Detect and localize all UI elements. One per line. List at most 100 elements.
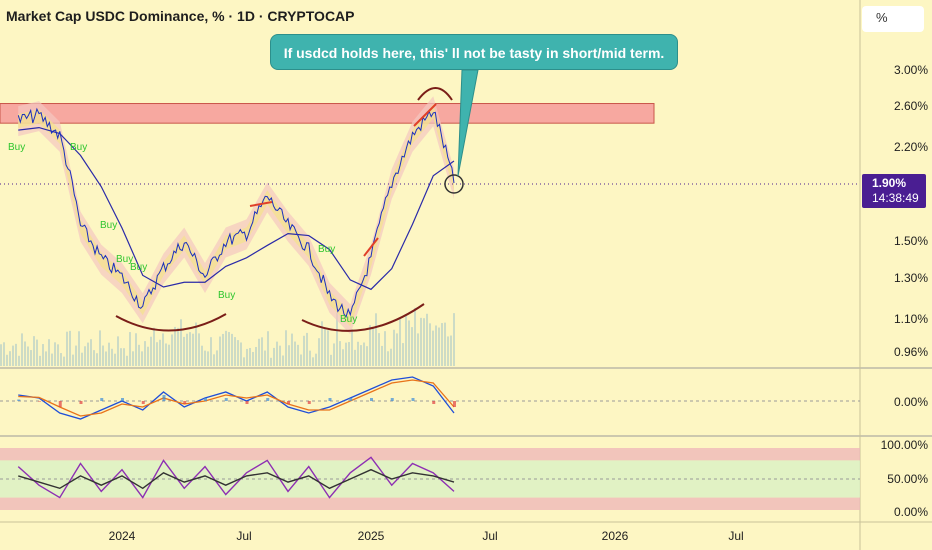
- volume-bar: [435, 325, 437, 366]
- volume-bar: [159, 339, 161, 366]
- volume-bar: [24, 341, 26, 366]
- volume-bar: [132, 351, 134, 366]
- volume-bar: [99, 330, 101, 366]
- volume-bar: [186, 333, 188, 366]
- volume-bar: [150, 336, 152, 366]
- volume-bar: [12, 345, 14, 366]
- volume-bar: [237, 340, 239, 366]
- buy-signal-label: Buy: [116, 254, 133, 265]
- y-tick-label: 0.96%: [893, 345, 928, 359]
- volume-bar: [324, 327, 326, 366]
- buy-signal-label: Buy: [318, 244, 335, 255]
- volume-bar: [396, 333, 398, 366]
- volume-bar: [231, 333, 233, 366]
- volume-bar: [6, 354, 8, 366]
- histogram-bar: [38, 401, 41, 402]
- volume-bar: [390, 348, 392, 366]
- volume-bar: [342, 349, 344, 366]
- volume-bar: [426, 313, 428, 366]
- volume-bar: [246, 348, 248, 366]
- histogram-bar: [58, 401, 62, 407]
- volume-bar: [192, 333, 194, 366]
- volume-bar: [33, 336, 35, 366]
- volume-bar: [303, 335, 305, 366]
- volume-bar: [81, 352, 83, 366]
- buy-signal-label: Buy: [8, 142, 25, 153]
- volume-bar: [330, 354, 332, 366]
- volume-bar: [180, 319, 182, 366]
- x-tick-label: Jul: [482, 529, 498, 543]
- volume-bar: [276, 341, 278, 366]
- volume-bar: [285, 330, 287, 366]
- volume-bar: [444, 322, 446, 366]
- histogram-bar: [390, 398, 394, 401]
- volume-bar: [198, 333, 200, 366]
- volume-bar: [30, 350, 32, 366]
- stochastic-line-1: [17, 456, 455, 499]
- current-price-value: 1.90%: [872, 176, 907, 190]
- trend-segment: [249, 201, 273, 207]
- volume-bar: [108, 342, 110, 366]
- volume-bar: [216, 350, 218, 366]
- histogram-bar: [287, 401, 290, 404]
- volume-bar: [441, 323, 443, 366]
- volume-bar: [153, 327, 155, 366]
- volume-bar: [15, 343, 17, 366]
- histogram-bar: [183, 401, 187, 404]
- buy-signal-label: Buy: [100, 220, 117, 231]
- y-tick-label: 1.30%: [893, 271, 928, 285]
- trend-segment: [363, 237, 379, 257]
- volume-bar: [327, 330, 329, 366]
- volume-bar: [345, 342, 347, 366]
- rounded-bottom-arc: [301, 303, 425, 332]
- volume-bar: [162, 333, 164, 366]
- volume-bar: [225, 330, 227, 366]
- volume-bar: [222, 333, 224, 366]
- moving-average-line: [18, 126, 455, 291]
- volume-bar: [207, 351, 209, 366]
- y-tick-label: 1.10%: [893, 312, 928, 326]
- y-tick-label: 3.00%: [893, 63, 928, 77]
- volume-bar: [213, 354, 215, 366]
- volume-bar: [102, 345, 104, 366]
- annotation-callout[interactable]: If usdcd holds here, this' ll not be tas…: [270, 34, 678, 70]
- stochastic-tick-label: 50.00%: [887, 472, 928, 486]
- volume-bar: [36, 339, 38, 366]
- volume-bar: [135, 333, 137, 366]
- volume-bar: [249, 347, 251, 366]
- volume-bar: [375, 313, 377, 366]
- volume-bar: [309, 350, 311, 366]
- volume-bar: [432, 330, 434, 366]
- volume-bar: [270, 357, 272, 366]
- volume-bar: [75, 345, 77, 366]
- x-tick-label: 2024: [108, 529, 136, 543]
- chart-title: Market Cap USDC Dominance, % · 1D · CRYP…: [6, 8, 355, 24]
- volume-bar: [357, 341, 359, 366]
- volume-bar: [450, 335, 452, 366]
- histogram-bar: [307, 401, 311, 404]
- volume-bar: [282, 355, 284, 366]
- scale-percent-button[interactable]: %: [862, 6, 924, 32]
- oscillator-line-2: [18, 379, 455, 417]
- volume-bar: [381, 345, 383, 366]
- volume-bar: [42, 344, 44, 366]
- histogram-bar: [432, 401, 436, 404]
- volume-bar: [96, 353, 98, 366]
- volume-bar: [336, 312, 338, 366]
- volume-bar: [183, 336, 185, 366]
- volume-bar: [114, 353, 116, 366]
- volume-bar: [453, 313, 455, 366]
- volume-bar: [393, 329, 395, 366]
- volume-bar: [84, 346, 86, 366]
- volume-bar: [372, 328, 374, 366]
- histogram-bar: [328, 398, 332, 401]
- volume-bar: [297, 344, 299, 366]
- y-tick-label: 2.60%: [893, 99, 928, 113]
- volume-bar: [417, 333, 419, 366]
- volume-bar: [429, 323, 431, 366]
- volume-bar: [333, 343, 335, 366]
- histogram-bar: [17, 399, 21, 401]
- volume-bar: [120, 348, 122, 366]
- volume-bar: [369, 325, 371, 366]
